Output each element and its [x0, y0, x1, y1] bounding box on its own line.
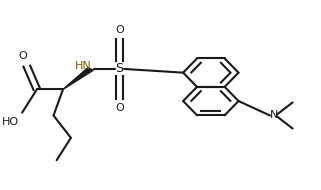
Text: S: S: [116, 63, 124, 75]
Text: HO: HO: [2, 117, 19, 127]
Text: O: O: [115, 25, 124, 35]
Text: HN: HN: [74, 61, 91, 71]
Text: O: O: [19, 51, 27, 61]
Text: N: N: [270, 110, 278, 120]
Polygon shape: [63, 68, 93, 89]
Text: O: O: [115, 103, 124, 113]
